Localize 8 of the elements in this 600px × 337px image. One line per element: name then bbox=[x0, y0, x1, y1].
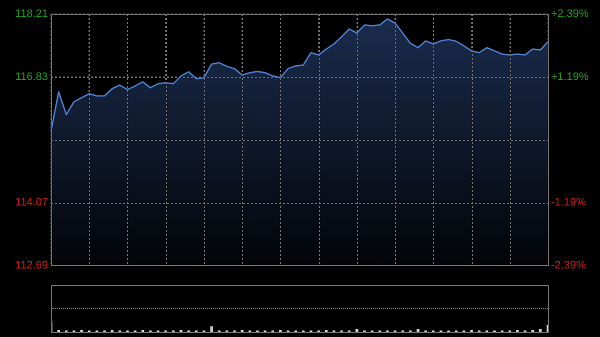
y2-tick-label: +1.19% bbox=[551, 71, 589, 84]
y-tick-label: 116.83 bbox=[15, 70, 48, 83]
y2-tick-label: +2.39% bbox=[551, 8, 589, 20]
y2-tick-label: -2.39% bbox=[551, 259, 586, 272]
y-tick-label: 114.07 bbox=[15, 196, 48, 209]
y2-tick-label: -1.19% bbox=[551, 196, 586, 208]
y-tick-label: 112.69 bbox=[15, 259, 48, 272]
y-tick-label: 118.21 bbox=[15, 8, 48, 20]
